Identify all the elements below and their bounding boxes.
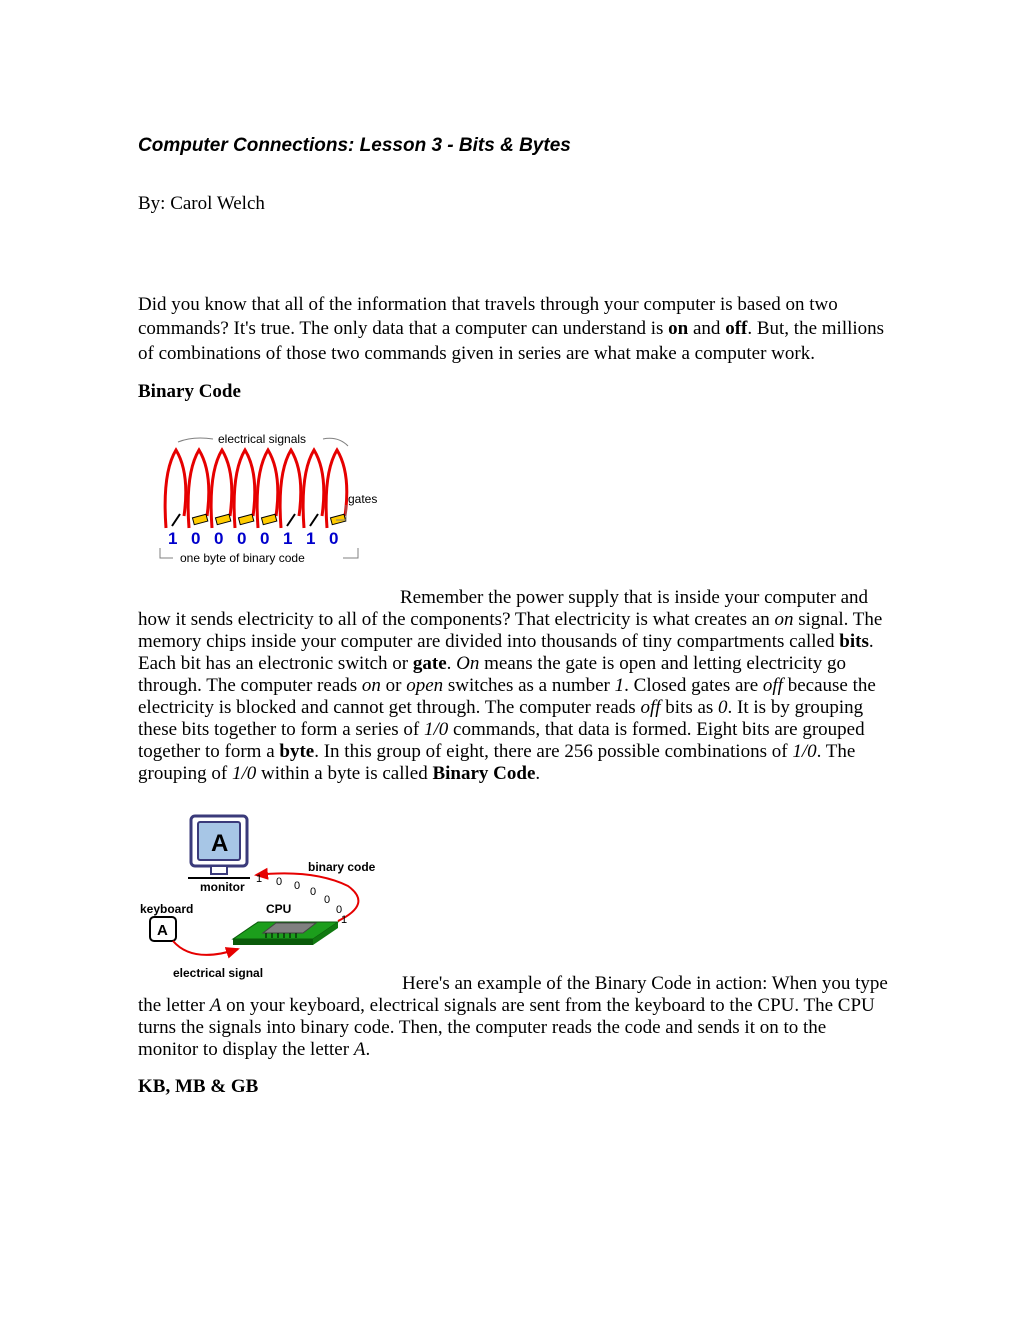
ital: open (406, 675, 443, 696)
ital: A (210, 995, 222, 1016)
label-signals: electrical signals (218, 432, 306, 446)
svg-text:0: 0 (294, 880, 300, 892)
text: . (447, 653, 457, 674)
monitor-letter: A (211, 830, 228, 857)
ital: 1/0 (232, 763, 256, 784)
ital: off (640, 697, 660, 718)
binary-signals-diagram: electrical signals gates 10000110 one by… (138, 428, 388, 609)
svg-text:0: 0 (191, 529, 200, 548)
ital: 1 (615, 675, 625, 696)
section-heading-kb: KB, MB & GB (138, 1075, 890, 1099)
text: . In this group of eight, there are 256 … (314, 741, 792, 762)
label-gates: gates (348, 492, 377, 506)
bold-on: on (668, 318, 688, 339)
svg-text:1: 1 (341, 914, 347, 926)
section-heading-binary: Binary Code (138, 380, 890, 404)
ital: on (362, 675, 381, 696)
bold: Binary Code (432, 763, 535, 784)
label-monitor: monitor (200, 880, 245, 894)
label-cpu: CPU (266, 902, 291, 916)
byline: By: Carol Welch (138, 193, 890, 215)
label-keyboard: keyboard (140, 902, 193, 916)
ital: 1/0 (792, 741, 816, 762)
svg-text:0: 0 (214, 529, 223, 548)
text: . Closed gates are (624, 675, 763, 696)
text: bits as (661, 697, 719, 718)
text: and (688, 318, 725, 339)
text: within a byte is called (256, 763, 432, 784)
text: or (381, 675, 406, 696)
ital: 0 (718, 697, 728, 718)
text: on your keyboard, electrical signals are… (138, 995, 875, 1060)
label-binary: binary code (308, 860, 376, 874)
svg-text:1: 1 (306, 529, 315, 548)
bold: byte (279, 741, 314, 762)
svg-text:0: 0 (276, 876, 282, 888)
ital: off (763, 675, 783, 696)
svg-text:1: 1 (256, 873, 262, 885)
svg-text:0: 0 (260, 529, 269, 548)
svg-text:0: 0 (329, 529, 338, 548)
svg-text:1: 1 (168, 529, 177, 548)
ital: On (456, 653, 479, 674)
intro-paragraph: Did you know that all of the information… (138, 293, 890, 366)
text: . (535, 763, 540, 784)
page-title: Computer Connections: Lesson 3 - Bits & … (138, 135, 890, 157)
label-signal: electrical signal (173, 966, 263, 980)
ital: A (354, 1039, 366, 1060)
ital: 1/0 (424, 719, 448, 740)
bold: gate (413, 653, 447, 674)
svg-text:0: 0 (237, 529, 246, 548)
label-byte: one byte of binary code (180, 551, 305, 565)
keyboard-cpu-monitor-diagram: A monitor keyboard A CPU (138, 809, 390, 995)
bold: bits (839, 631, 869, 652)
bold-off: off (725, 318, 747, 339)
svg-text:1: 1 (283, 529, 292, 548)
keyboard-key: A (157, 922, 168, 939)
text: switches as a number (443, 675, 614, 696)
text: . (365, 1039, 370, 1060)
ital: on (774, 609, 793, 630)
svg-text:0: 0 (310, 886, 316, 898)
svg-text:0: 0 (324, 894, 330, 906)
